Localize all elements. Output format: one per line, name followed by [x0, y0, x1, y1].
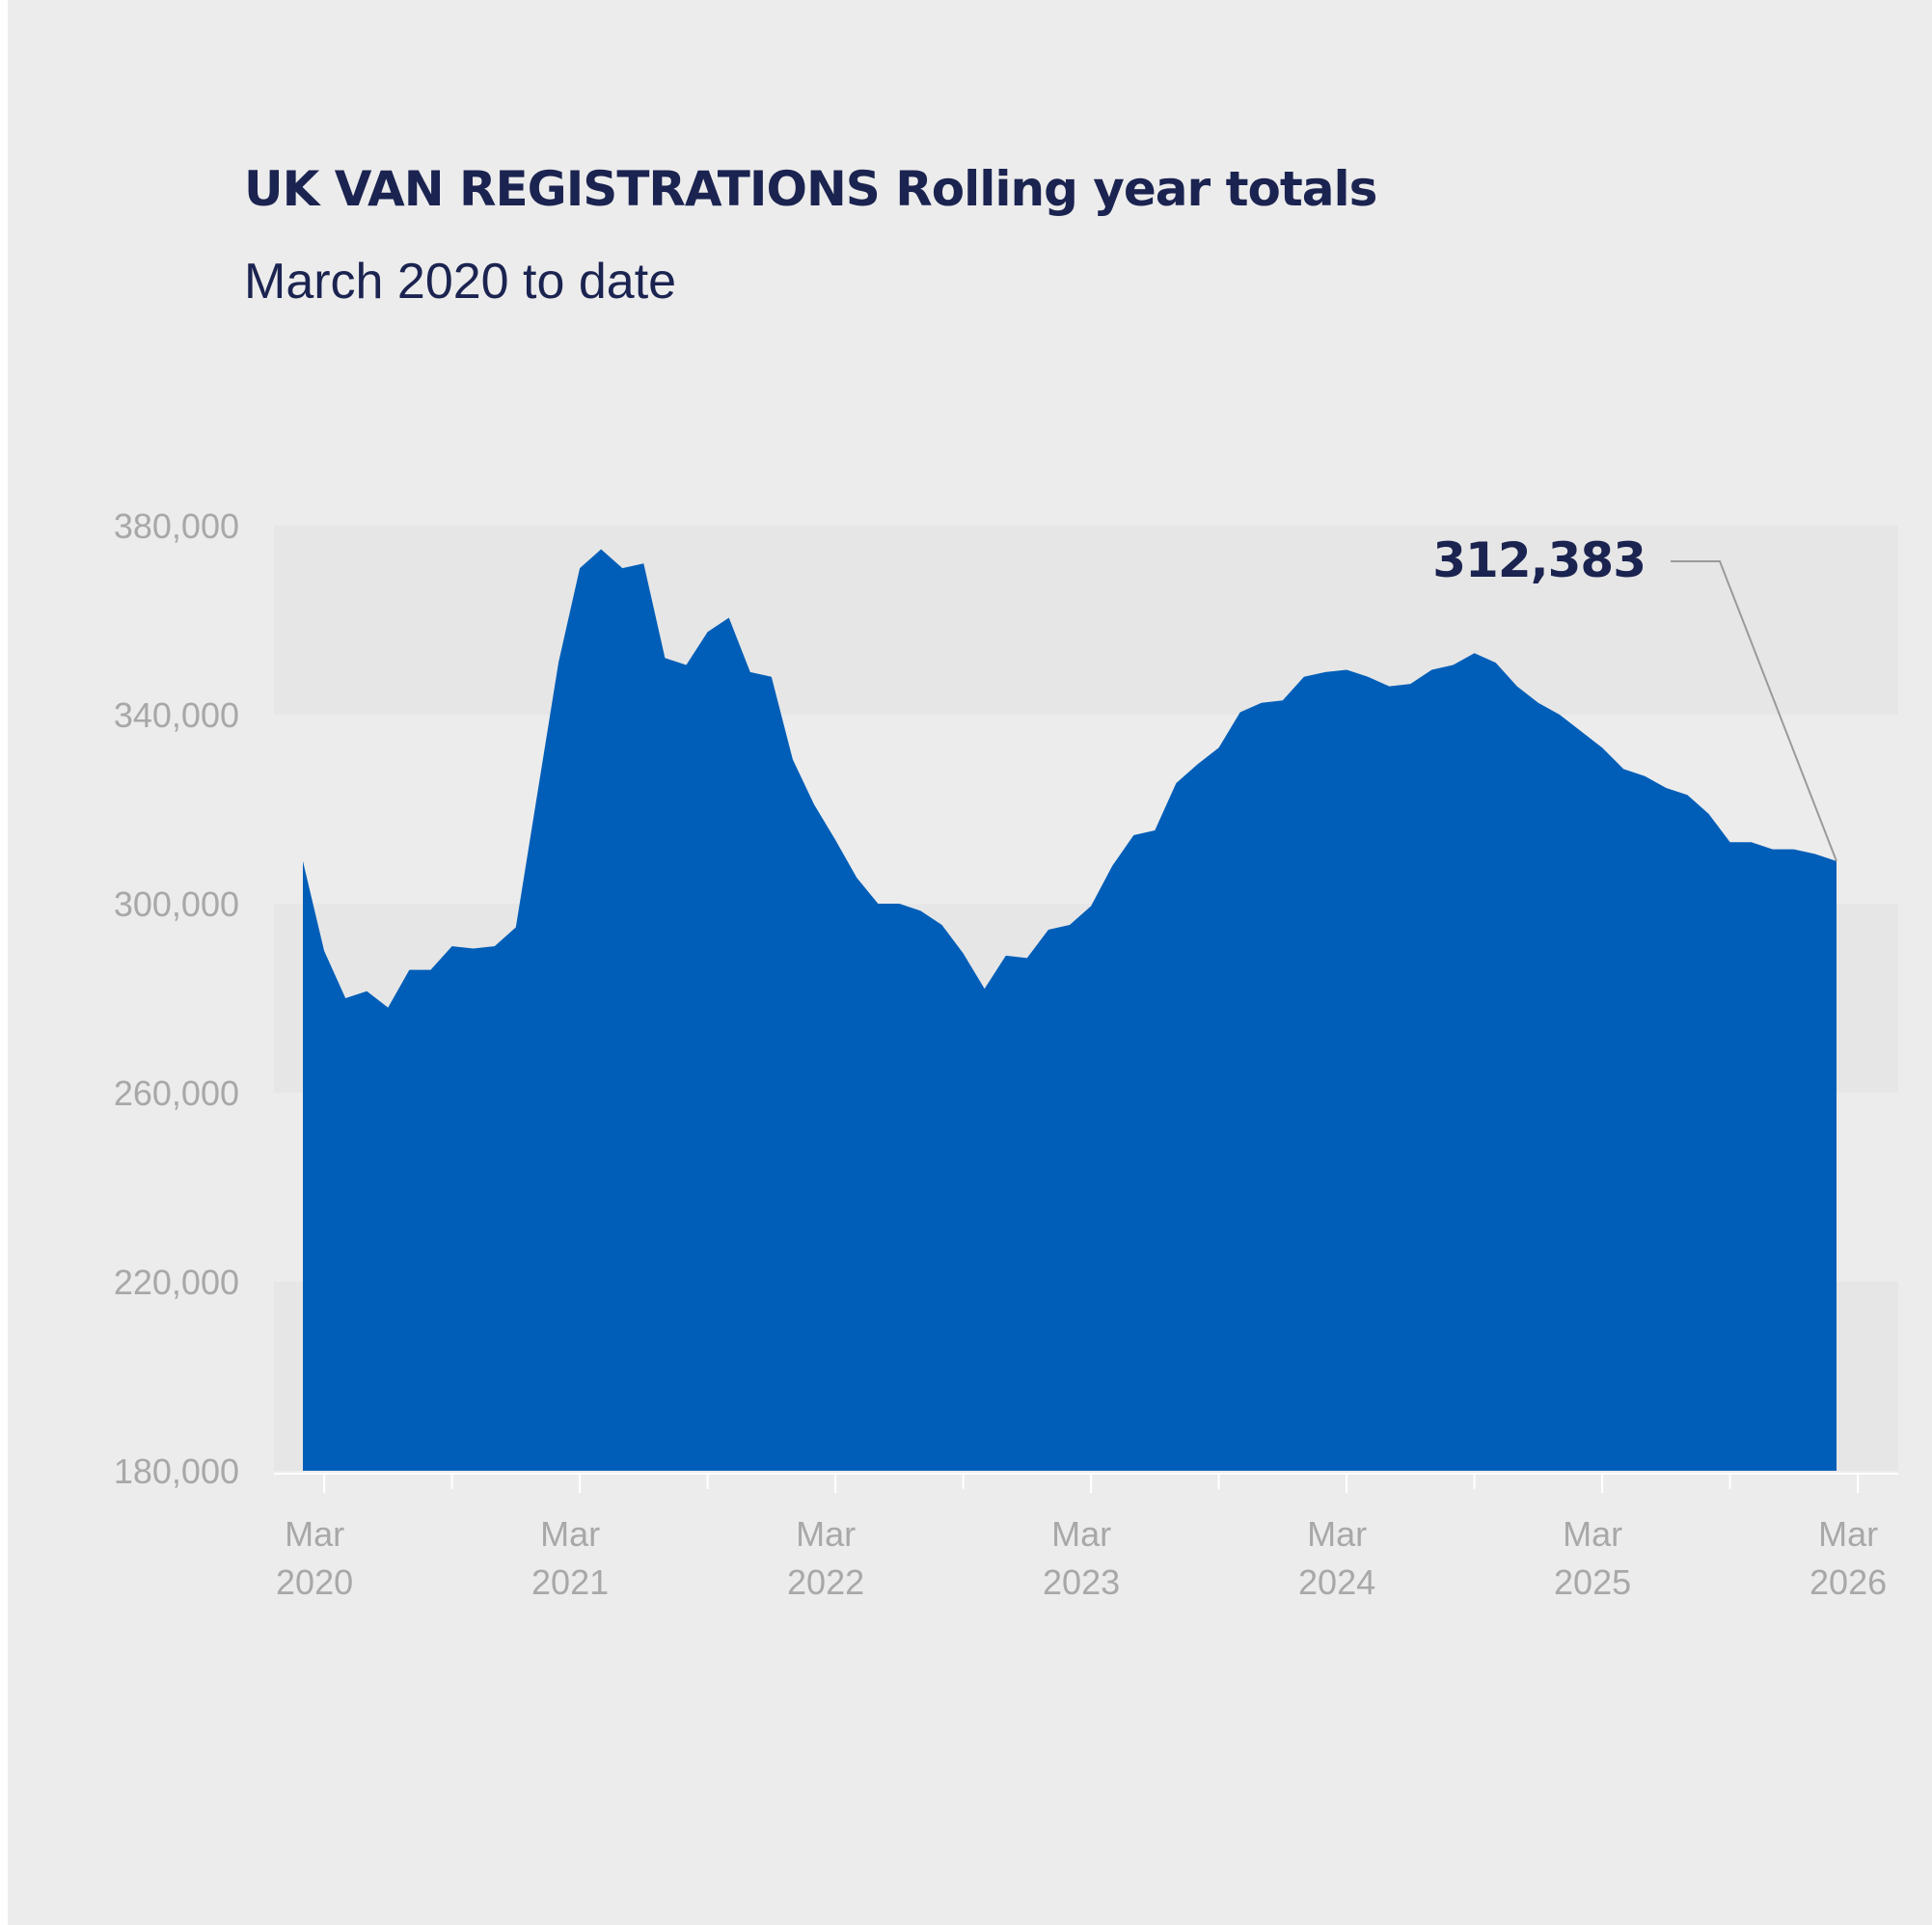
chart-canvas: UK VAN REGISTRATIONS Rolling year totals…: [8, 0, 1932, 1925]
x-tick-year: 2021: [531, 1562, 609, 1602]
y-tick-label: 260,000: [114, 1073, 239, 1113]
chart-subtitle: March 2020 to date: [244, 254, 676, 310]
area-chart: UK VAN REGISTRATIONS Rolling year totals…: [114, 161, 1898, 1602]
y-tick-label: 220,000: [114, 1262, 239, 1302]
x-tick-month: Mar: [1818, 1514, 1878, 1554]
y-tick-label: 340,000: [114, 695, 239, 735]
x-tick-month: Mar: [540, 1514, 600, 1554]
area-layer: [303, 549, 1837, 1471]
x-tick-month: Mar: [1307, 1514, 1367, 1554]
x-tick-year: 2026: [1810, 1562, 1887, 1602]
x-tick-year: 2022: [787, 1562, 864, 1602]
annotation-leader-line: [1671, 560, 1837, 862]
y-tick-label: 380,000: [114, 506, 239, 546]
x-tick-year: 2024: [1298, 1562, 1375, 1602]
x-axis: Mar 2020 Mar 2021 Mar 2022 Mar 2023 Mar 2024 Mar 20…: [274, 1473, 1898, 1602]
grid-band: [274, 526, 1898, 715]
chart-title: UK VAN REGISTRATIONS Rolling year totals: [244, 161, 1376, 217]
area-series: [303, 549, 1837, 1471]
x-tick-year: 2020: [276, 1562, 353, 1602]
annotation: 312,383: [1432, 532, 1837, 862]
x-tick-month: Mar: [1051, 1514, 1111, 1554]
y-tick-label: 300,000: [114, 884, 239, 924]
x-tick-year: 2025: [1554, 1562, 1631, 1602]
x-tick-month: Mar: [1563, 1514, 1622, 1554]
x-tick-month: Mar: [796, 1514, 856, 1554]
y-axis-ticks: 380,000 340,000 300,000 260,000 220,000 180,0…: [114, 506, 239, 1491]
x-tick-month: Mar: [285, 1514, 344, 1554]
y-tick-label: 180,000: [114, 1451, 239, 1491]
x-tick-year: 2023: [1043, 1562, 1120, 1602]
annotation-label: 312,383: [1432, 532, 1646, 588]
